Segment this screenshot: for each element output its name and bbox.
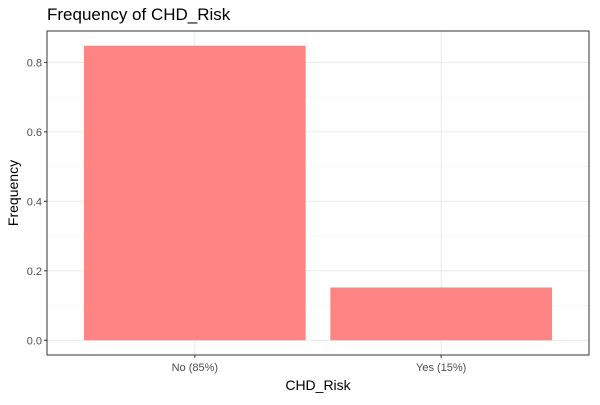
bars bbox=[83, 45, 553, 341]
y-tick-label: 0.4 bbox=[27, 196, 42, 208]
chart-title: Frequency of CHD_Risk bbox=[47, 5, 231, 24]
panel-border bbox=[46, 30, 590, 356]
y-tick-label: 0.6 bbox=[27, 127, 42, 139]
x-tick-label: No (85%) bbox=[172, 362, 218, 374]
y-tick-label: 0.8 bbox=[27, 57, 42, 69]
y-tick-label: 0.0 bbox=[27, 335, 42, 347]
x-axis: No (85%) Yes (15%) bbox=[172, 355, 466, 374]
y-axis-title: Frequency bbox=[5, 160, 21, 226]
x-axis-title: CHD_Risk bbox=[285, 377, 351, 393]
bar bbox=[83, 45, 306, 341]
bar bbox=[330, 287, 553, 341]
x-tick-label: Yes (15%) bbox=[416, 362, 466, 374]
y-axis: 0.0 0.2 0.4 0.6 0.8 bbox=[27, 57, 47, 347]
y-tick-label: 0.2 bbox=[27, 266, 42, 278]
